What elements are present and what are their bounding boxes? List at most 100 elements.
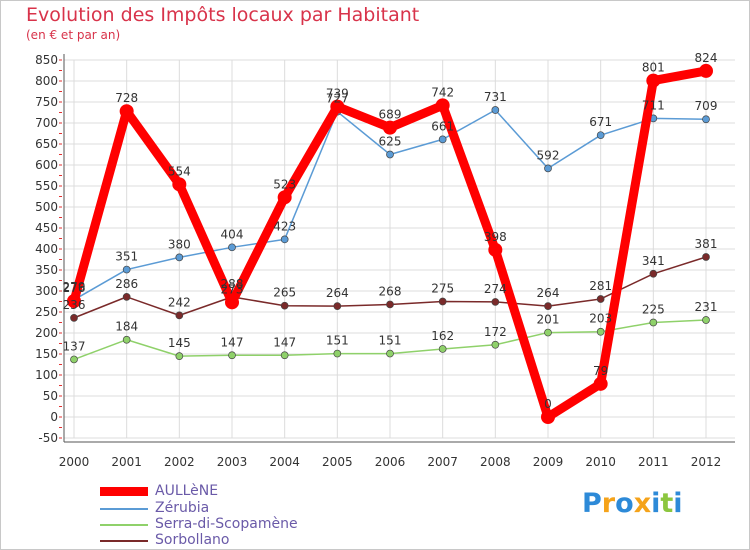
chart-title: Evolution des Impôts locaux par Habitant xyxy=(26,4,420,26)
data-label: 404 xyxy=(221,227,244,241)
data-label: 281 xyxy=(589,279,612,293)
data-label: 351 xyxy=(115,250,138,264)
data-label: 231 xyxy=(695,300,718,314)
data-point xyxy=(122,293,131,301)
data-label: 286 xyxy=(115,277,138,291)
data-label: 264 xyxy=(537,286,560,300)
brand-logo: Proxiti xyxy=(582,488,683,519)
data-point xyxy=(491,340,500,349)
data-label: 727 xyxy=(326,92,349,106)
data-point xyxy=(280,235,289,244)
data-point xyxy=(175,311,184,320)
data-point xyxy=(491,106,500,114)
legend-swatch-zerubia xyxy=(100,508,148,510)
x-tick-label: 2011 xyxy=(638,455,669,469)
y-tick-label: 650 xyxy=(35,137,58,151)
data-label: 728 xyxy=(115,91,138,105)
data-label: 274 xyxy=(484,282,507,296)
data-point xyxy=(386,349,394,358)
y-tick-label: 150 xyxy=(35,347,58,361)
data-point xyxy=(333,349,342,358)
data-label: 79 xyxy=(593,364,608,378)
y-tick-label: 400 xyxy=(35,242,58,256)
data-point xyxy=(383,120,397,135)
data-label: 689 xyxy=(379,108,402,122)
x-tick-label: 2002 xyxy=(164,455,195,469)
data-point xyxy=(488,242,503,257)
y-tick-label: 0 xyxy=(50,410,58,424)
x-tick-label: 2004 xyxy=(269,455,300,469)
data-point xyxy=(277,190,292,205)
data-point xyxy=(172,177,187,192)
x-tick-label: 2005 xyxy=(322,455,353,469)
data-label: 162 xyxy=(431,329,454,343)
data-point xyxy=(491,298,500,306)
data-point xyxy=(280,301,289,310)
brand-letter: P xyxy=(582,488,602,519)
x-tick-label: 2007 xyxy=(427,455,458,469)
y-tick-label: 600 xyxy=(35,158,58,172)
brand-letter: r xyxy=(601,488,616,519)
data-point xyxy=(280,351,289,360)
data-label: 341 xyxy=(642,254,665,268)
data-label: 288 xyxy=(221,277,244,291)
y-tick-label: 100 xyxy=(35,368,58,382)
data-label: 275 xyxy=(431,282,454,296)
data-label: 742 xyxy=(431,85,454,99)
data-point xyxy=(596,131,605,140)
data-label: 151 xyxy=(326,334,349,348)
data-label: 625 xyxy=(379,135,402,149)
data-label: 380 xyxy=(168,237,191,251)
data-label: 592 xyxy=(537,148,560,162)
data-point xyxy=(438,345,447,353)
data-point xyxy=(122,265,131,274)
data-label: 824 xyxy=(695,51,718,65)
brand-letter: t xyxy=(660,488,674,519)
data-point xyxy=(649,269,658,278)
data-label: 731 xyxy=(484,90,507,104)
legend-label-zerubia: Zérubia xyxy=(155,500,210,516)
y-tick-label: 750 xyxy=(35,95,58,109)
data-point xyxy=(228,243,236,252)
data-point xyxy=(225,295,239,310)
legend-label-aullene: AULLèNE xyxy=(155,483,219,499)
data-label: 236 xyxy=(63,298,86,312)
data-label: 172 xyxy=(484,325,507,339)
y-tick-label: 300 xyxy=(35,284,58,298)
data-point xyxy=(386,150,394,159)
legend-swatch-serra xyxy=(100,524,148,526)
data-label: 201 xyxy=(537,313,560,327)
data-point xyxy=(122,335,131,344)
data-label: 203 xyxy=(589,312,612,326)
data-label: 739 xyxy=(326,87,349,101)
brand-letter: i xyxy=(651,488,661,519)
data-label: 147 xyxy=(221,335,244,349)
data-point xyxy=(435,98,450,113)
y-tick-label: 350 xyxy=(35,263,58,277)
data-label: 151 xyxy=(379,334,402,348)
data-label: 661 xyxy=(431,119,454,133)
brand-letter: x xyxy=(633,488,652,519)
data-label: 147 xyxy=(273,335,296,349)
data-label: 279 xyxy=(63,280,86,294)
data-label: 709 xyxy=(695,99,718,113)
legend-label-serra: Serra-di-Scopamène xyxy=(155,516,298,532)
x-tick-label: 2010 xyxy=(585,455,616,469)
data-label: 225 xyxy=(642,303,665,317)
y-tick-label: -50 xyxy=(38,431,58,445)
data-point xyxy=(438,135,447,144)
data-label: 523 xyxy=(273,177,296,191)
data-point xyxy=(70,355,78,364)
data-label: 137 xyxy=(63,339,86,353)
y-tick-label: 800 xyxy=(35,74,58,88)
data-point xyxy=(596,327,605,336)
x-tick-label: 2008 xyxy=(480,455,511,469)
data-point xyxy=(175,253,184,262)
data-point xyxy=(596,295,605,303)
data-label: 554 xyxy=(168,164,191,178)
data-point xyxy=(386,300,394,309)
data-point xyxy=(544,302,552,310)
data-label: 0 xyxy=(544,397,552,411)
y-tick-label: 700 xyxy=(35,116,58,130)
